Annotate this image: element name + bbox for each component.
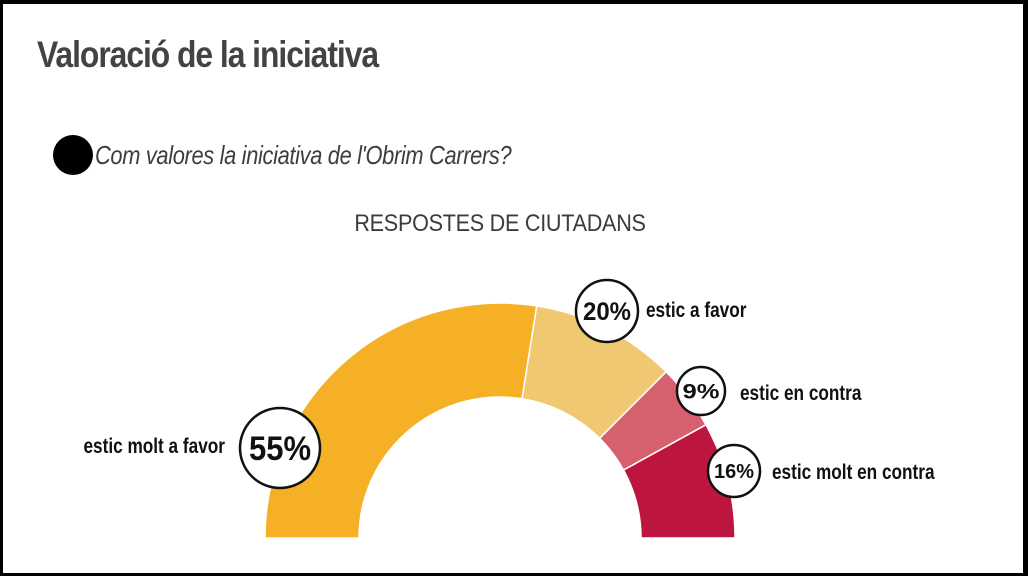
value-badge <box>706 443 762 499</box>
value-label: 20% <box>583 298 631 326</box>
semi-donut-chart: 55% estic molt a favor 20% estic a favor 9% e… <box>83 278 935 539</box>
category-label: estic en contra <box>740 383 862 406</box>
question-text: Com valores la iniciativa de l'Obrim Car… <box>95 139 512 170</box>
chart-title: RESPOSTES DE CIUTADANS <box>354 210 646 237</box>
category-label: estic molt a favor <box>83 436 225 459</box>
category-label: estic a favor <box>646 300 747 323</box>
bullet-icon <box>53 135 93 175</box>
value-label: 9% <box>683 381 720 404</box>
value-label: 55% <box>249 430 311 468</box>
value-label: 16% <box>714 461 754 483</box>
question-row: Com valores la iniciativa de l'Obrim Car… <box>53 135 591 175</box>
value-badge <box>675 365 727 417</box>
value-badge <box>574 278 640 344</box>
chart-card: Valoració de la iniciativa Com valores l… <box>3 4 1023 573</box>
value-badge <box>238 406 322 490</box>
category-label: estic molt en contra <box>772 462 935 485</box>
page-title: Valoració de la iniciativa <box>37 34 379 75</box>
